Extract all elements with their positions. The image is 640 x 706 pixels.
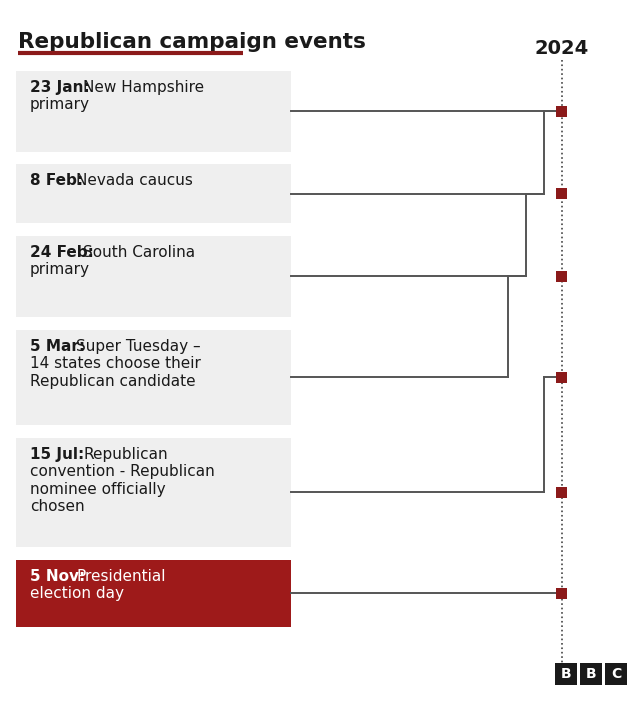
Text: Republican candidate: Republican candidate [30,373,196,389]
Bar [556,487,568,498]
Text: 5 Mar:: 5 Mar: [30,339,85,354]
Bar [556,663,577,685]
Text: 23 Jan:: 23 Jan: [30,80,90,95]
Text: Republican: Republican [83,447,168,462]
Bar [556,588,568,599]
Text: 14 states choose their: 14 states choose their [30,357,201,371]
Text: Republican campaign events: Republican campaign events [18,32,366,52]
Text: 8 Feb:: 8 Feb: [30,174,83,189]
Text: 15 Jul:: 15 Jul: [30,447,84,462]
Text: election day: election day [30,587,124,602]
Text: South Carolina: South Carolina [83,245,196,260]
Text: C: C [611,667,621,681]
Bar [16,71,291,152]
Bar [16,330,291,425]
Bar [16,438,291,547]
Text: B: B [561,667,572,681]
Text: 2024: 2024 [535,39,589,58]
Text: chosen: chosen [30,499,84,514]
Bar [556,271,568,282]
Text: convention - Republican: convention - Republican [30,465,215,479]
Text: primary: primary [30,263,90,277]
Text: 5 Nov:: 5 Nov: [30,569,85,584]
Bar [556,106,568,116]
Bar [580,663,602,685]
Text: primary: primary [30,97,90,112]
Bar [16,164,291,223]
Bar [16,236,291,317]
Text: New Hampshire: New Hampshire [83,80,205,95]
Bar [556,189,568,199]
Text: Nevada caucus: Nevada caucus [76,174,193,189]
Text: Super Tuesday –: Super Tuesday – [76,339,201,354]
Text: B: B [586,667,596,681]
Text: 24 Feb:: 24 Feb: [30,245,94,260]
Text: Presidential: Presidential [76,569,166,584]
Bar [16,560,291,627]
Text: nominee officially: nominee officially [30,481,166,497]
Bar [556,372,568,383]
Bar [605,663,627,685]
